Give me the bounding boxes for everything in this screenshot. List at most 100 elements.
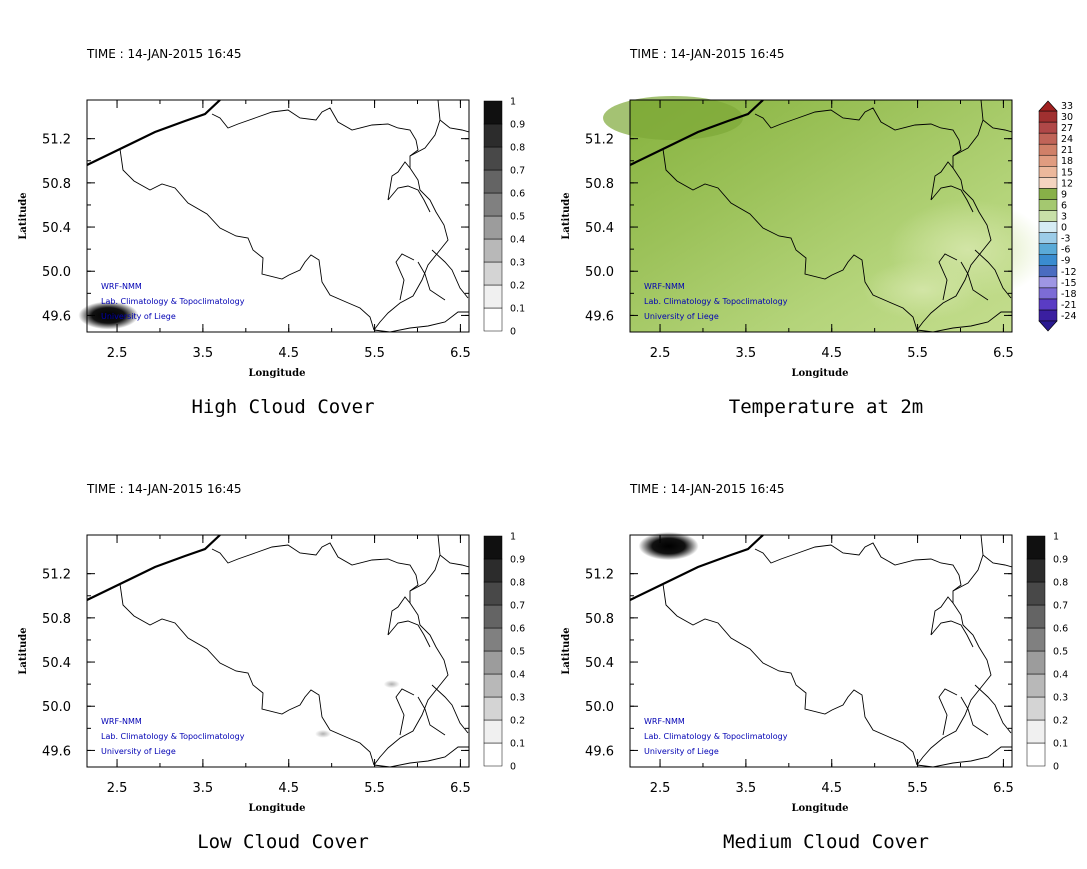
colorbar-cell <box>1038 298 1058 311</box>
x-tick-label: 2.5 <box>107 781 128 796</box>
x-tick-label: 4.5 <box>278 346 299 361</box>
warm-patch <box>863 260 983 320</box>
colorbar-cell <box>1038 254 1058 266</box>
colorbar-cell <box>1038 232 1058 244</box>
y-tick-label: 49.6 <box>42 309 71 324</box>
border-line-3 <box>974 684 1012 734</box>
colorbar-cell <box>1038 166 1058 178</box>
panel-title: Low Cloud Cover <box>197 831 369 853</box>
y-axis-title: Latitude <box>561 192 572 239</box>
colorbar-label: 0.6 <box>1053 624 1068 635</box>
colorbar-label: 0.3 <box>510 258 525 269</box>
colorbar-cell <box>1038 110 1058 123</box>
colorbar-cell <box>1038 221 1058 233</box>
credit-line: Lab. Climatology & Topoclimatology <box>644 732 788 741</box>
colorbar-label: 0.1 <box>510 304 525 315</box>
panel-title: Medium Cloud Cover <box>723 831 929 853</box>
colorbar-cell <box>483 581 503 606</box>
y-tick-label: 50.8 <box>585 177 614 192</box>
x-tick-label: 4.5 <box>821 781 842 796</box>
border-line-1 <box>409 100 441 157</box>
coastline <box>87 535 221 601</box>
colorbar-cell <box>483 535 503 560</box>
border-line-6 <box>960 261 989 301</box>
colorbar-cell <box>483 650 503 675</box>
x-tick-label: 2.5 <box>650 346 671 361</box>
y-tick-label: 50.0 <box>42 700 71 715</box>
border-line-3 <box>974 249 1012 299</box>
colorbar-cell <box>1026 535 1046 560</box>
colorbar-cell <box>483 604 503 629</box>
colorbar-cell <box>1026 719 1046 744</box>
x-tick-label: 3.5 <box>736 346 757 361</box>
border-line-3 <box>431 684 469 734</box>
x-tick-label: 6.5 <box>993 346 1014 361</box>
border-line-2 <box>930 161 974 213</box>
x-axis-title: Longitude <box>248 803 305 814</box>
colorbar-label: 1 <box>510 532 516 543</box>
colorbar-cell <box>483 146 503 171</box>
x-tick-label: 6.5 <box>450 346 471 361</box>
colorbar-label: 30 <box>1061 112 1073 123</box>
border-line-0 <box>662 107 992 331</box>
colorbar-label: 21 <box>1061 145 1073 156</box>
panel-cloud-medium: TIME : 14-JAN-2015 16:45 2.5 3.5 4.5 5.5 6.5 4… <box>561 482 1068 853</box>
plot-frame <box>629 534 1013 768</box>
x-tick-label: 2.5 <box>107 346 128 361</box>
colorbar-label: -3 <box>1061 234 1070 245</box>
y-axis-title: Latitude <box>18 627 29 674</box>
border-line-0 <box>662 542 992 766</box>
x-tick-label: 5.5 <box>907 346 928 361</box>
colorbar-label: -21 <box>1061 300 1077 311</box>
x-tick-label: 4.5 <box>821 346 842 361</box>
colorbar-cell <box>483 673 503 698</box>
colorbar-label: 0.2 <box>1053 716 1068 727</box>
colorbar-label: 0.3 <box>510 693 525 704</box>
country-borders <box>87 100 469 332</box>
y-tick-label: 50.4 <box>42 221 71 236</box>
colorbar-cell <box>1038 132 1058 145</box>
cool-patch <box>603 96 743 140</box>
colorbar-cell <box>1026 627 1046 652</box>
colorbar-label: 0.5 <box>1053 647 1068 658</box>
colorbar-label: 0.9 <box>510 555 525 566</box>
coastline <box>87 100 221 166</box>
colorbar-cell <box>483 261 503 286</box>
colorbar-cell <box>1038 154 1058 167</box>
credit-line: WRF-NMM <box>644 717 685 726</box>
colorbar-label: 0.7 <box>510 601 525 612</box>
colorbar-label: 0.8 <box>1053 578 1068 589</box>
coastline <box>630 100 764 166</box>
colorbar-cell <box>1038 265 1058 278</box>
x-tick-label: 3.5 <box>193 346 214 361</box>
colorbar-label: 0.5 <box>510 212 525 223</box>
colorbar-cell <box>483 558 503 583</box>
y-tick-label: 50.0 <box>42 265 71 280</box>
colorbar-cell <box>1038 210 1058 222</box>
colorbar-label: 0.2 <box>510 716 525 727</box>
colorbar-cell <box>1038 287 1058 300</box>
border-line-6 <box>417 261 446 301</box>
coastline <box>630 535 764 601</box>
colorbar-cell <box>1038 309 1058 322</box>
border-line-4 <box>916 253 1012 332</box>
panel-cloud-high: TIME : 14-JAN-2015 16:45 2.5 3.5 4.5 5.5 6.5 4… <box>18 47 525 418</box>
credit-line: University of Liege <box>101 312 176 321</box>
y-tick-label: 50.8 <box>585 612 614 627</box>
colorbar-label: -15 <box>1061 278 1077 289</box>
colorbar-cell <box>1038 143 1058 156</box>
colorbar-cell <box>483 238 503 263</box>
y-axis-title: Latitude <box>18 192 29 239</box>
colorbar-label: 0.6 <box>510 189 525 200</box>
x-tick-label: 3.5 <box>193 781 214 796</box>
colorbar-cell <box>483 123 503 148</box>
colorbar-label: 1 <box>1053 532 1059 543</box>
border-line-2 <box>930 596 974 648</box>
colorbar-label: 24 <box>1061 134 1073 145</box>
colorbar-label: 0.2 <box>510 281 525 292</box>
colorbar-cell <box>483 100 503 125</box>
colorbar-label: 0.6 <box>510 624 525 635</box>
x-tick-label: 6.5 <box>450 781 471 796</box>
colorbar-label: 9 <box>1061 189 1067 200</box>
